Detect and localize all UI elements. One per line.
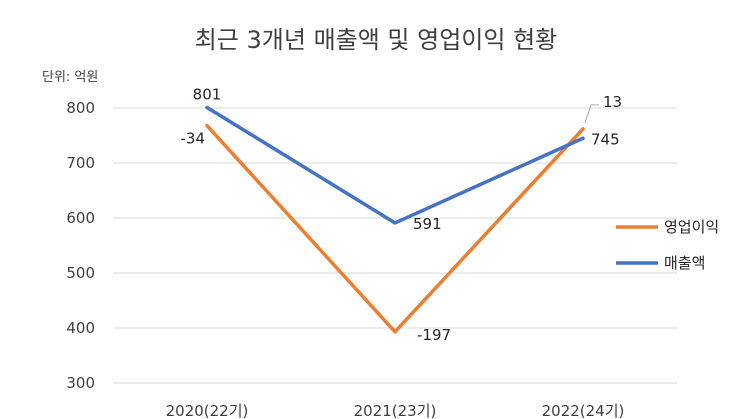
data-label: -34 xyxy=(181,130,206,148)
y-tick-label: 800 xyxy=(66,99,95,117)
unit-label: 단위: 억원 xyxy=(42,70,98,85)
series-line-revenue xyxy=(205,105,585,225)
x-tick-label: 2021(23기) xyxy=(354,402,437,419)
data-label: 745 xyxy=(591,130,620,148)
y-tick-label: 500 xyxy=(66,264,95,282)
data-label: -197 xyxy=(417,326,451,344)
data-labels: -34 -197 13 801 591 745 xyxy=(181,85,623,343)
x-axis-ticks: 2020(22기) 2021(23기) 2022(24기) xyxy=(166,402,625,419)
legend-label: 매출액 xyxy=(664,254,705,272)
y-tick-label: 600 xyxy=(66,209,95,227)
y-tick-label: 400 xyxy=(66,319,95,337)
data-point xyxy=(206,125,208,127)
data-label: 591 xyxy=(413,215,442,233)
label-leader-line xyxy=(584,104,599,124)
y-tick-label: 700 xyxy=(66,154,95,172)
data-point xyxy=(394,222,396,224)
series-layer xyxy=(205,105,585,334)
legend-item: 영업이익 xyxy=(616,218,719,236)
y-tick-label: 300 xyxy=(66,374,95,392)
legend-item: 매출액 xyxy=(616,254,705,272)
data-label: 801 xyxy=(193,85,222,103)
data-point xyxy=(582,137,584,139)
legend-label: 영업이익 xyxy=(664,218,719,236)
data-point xyxy=(394,331,396,333)
chart-title: 최근 3개년 매출액 및 영업이익 현황 xyxy=(195,26,558,54)
data-point xyxy=(206,106,208,108)
series-line-operating-profit xyxy=(205,123,585,334)
x-tick-label: 2020(22기) xyxy=(166,402,249,419)
x-tick-label: 2022(24기) xyxy=(542,402,625,419)
data-point xyxy=(582,128,584,130)
y-axis-ticks: 300 400 500 600 700 800 xyxy=(66,99,95,392)
gridlines xyxy=(113,107,677,384)
data-label: 13 xyxy=(603,93,622,111)
